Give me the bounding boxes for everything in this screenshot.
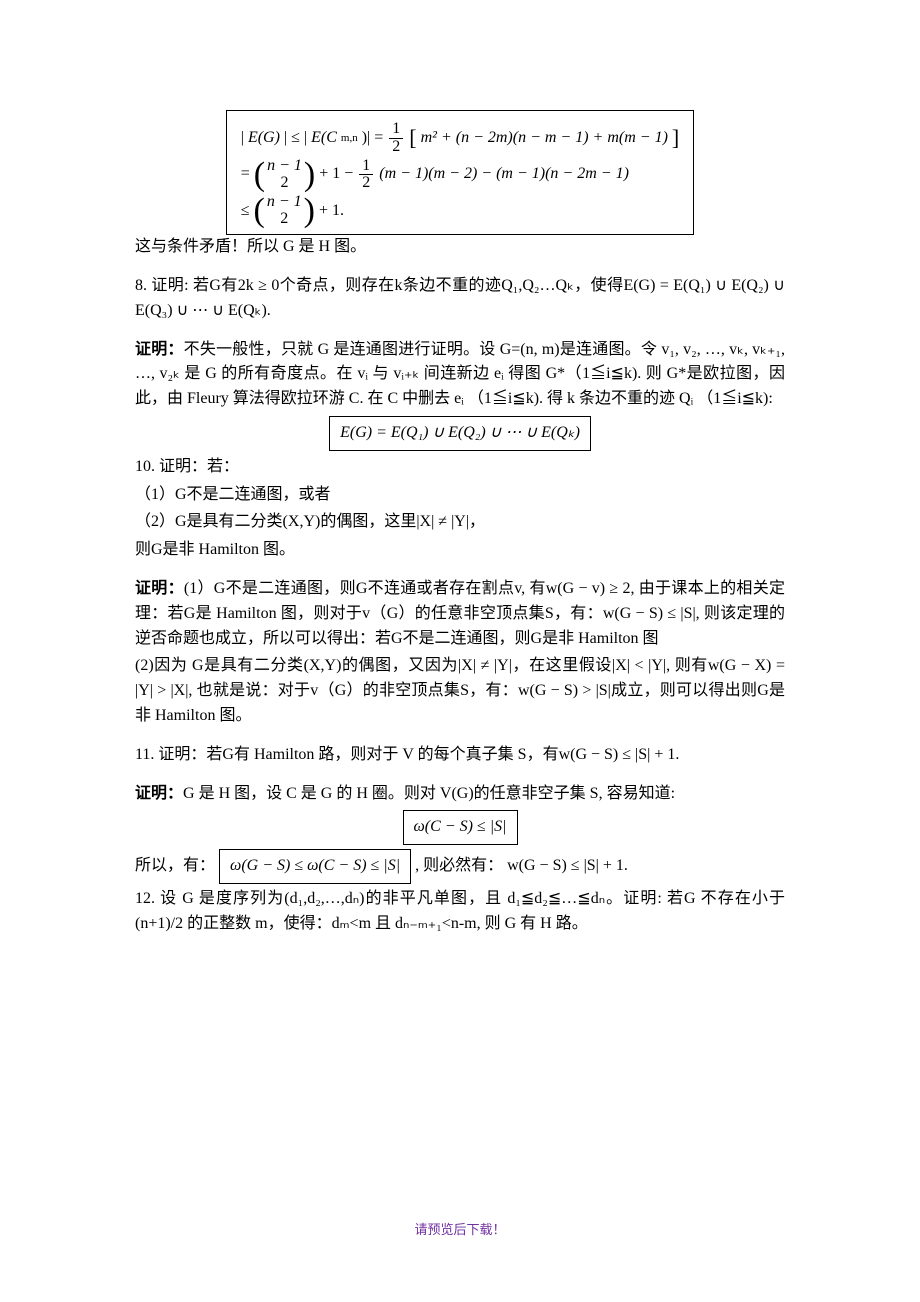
p11-formula2: ω(G − S) ≤ ω(C − S) ≤ |S| xyxy=(219,849,411,884)
bf-l1-ec-sub: m,n xyxy=(341,130,358,147)
p10-proof1: 证明：(1）G不是二连通图，则G不连通或者存在割点v, 有w(G − v) ≥ … xyxy=(135,577,785,651)
footer-note: 请预览后下载！ xyxy=(0,1220,920,1240)
p11-lead: 11. 证明：若G有 Hamilton 路，则对于 V 的每个真子集 S，有w(… xyxy=(135,743,785,768)
p8-formula: E(G) = E(Q₁) ∪ E(Q₂) ∪ ⋯ ∪ E(Qₖ) xyxy=(329,416,591,451)
big-formula-box: |E(G)| ≤ |E(Cm,n)| = 12 [ m² + (n − 2m)(… xyxy=(226,110,695,235)
p11-proof-post: 所以，有： ω(G − S) ≤ ω(C − S) ≤ |S| , 则必然有： … xyxy=(135,849,785,884)
bf-l1-ec: E(C xyxy=(311,126,337,151)
p10-l1: 10. 证明：若： xyxy=(135,455,785,480)
big-formula-wrap: |E(G)| ≤ |E(Cm,n)| = 12 [ m² + (n − 2m)(… xyxy=(135,110,785,235)
p8-lead: 8. 证明: 若G有2k ≥ 0个奇点，则存在k条边不重的迹Q₁,Q₂…Qₖ，使… xyxy=(135,274,785,324)
page-root: |E(G)| ≤ |E(Cm,n)| = 12 [ m² + (n − 2m)(… xyxy=(0,0,920,1302)
after-big-formula: 这与条件矛盾！所以 G 是 H 图。 xyxy=(135,235,785,260)
problem-10-proof: 证明：(1）G不是二连通图，则G不连通或者存在割点v, 有w(G − v) ≥ … xyxy=(135,577,785,729)
problem-11-proof: 证明：G 是 H 图，设 C 是 G 的 H 圈。则对 V(G)的任意非空子集 … xyxy=(135,782,785,884)
bf-l3-binom-bot: 2 xyxy=(280,211,288,228)
problem-10: 10. 证明：若： （1）G不是二连通图，或者 （2）G是具有二分类(X,Y)的… xyxy=(135,455,785,563)
p11-post-suf: , 则必然有： w(G − S) ≤ |S| + 1. xyxy=(415,854,628,879)
p10-l2: （1）G不是二连通图，或者 xyxy=(135,483,785,508)
bf-l3-binom-top: n − 1 xyxy=(267,194,302,211)
p11-proof-pre-body: G 是 H 图，设 C 是 G 的 H 圈。则对 V(G)的任意非空子集 S, … xyxy=(183,785,675,802)
bf-l1-eg: E(G) xyxy=(248,126,280,151)
p10-l3: （2）G是具有二分类(X,Y)的偶图，这里|X| ≠ |Y|， xyxy=(135,510,785,535)
bigformula-line1: |E(G)| ≤ |E(Cm,n)| = 12 [ m² + (n − 2m)(… xyxy=(241,121,680,156)
problem-11: 11. 证明：若G有 Hamilton 路，则对于 V 的每个真子集 S，有w(… xyxy=(135,743,785,768)
bigformula-line2: = ( n − 1 2 ) + 1 − 12 (m − 1)(m − 2) − … xyxy=(241,158,680,193)
p8-proof-body: 不失一般性，只就 G 是连通图进行证明。设 G=(n, m)是连通图。令 v₁,… xyxy=(135,341,785,408)
p11-post-pre: 所以，有： xyxy=(135,854,215,879)
p8-proof-text: 证明：不失一般性，只就 G 是连通图进行证明。设 G=(n, m)是连通图。令 … xyxy=(135,338,785,412)
problem-8-proof: 证明：不失一般性，只就 G 是连通图进行证明。设 G=(n, m)是连通图。令 … xyxy=(135,338,785,451)
bf-l2-rest: (m − 1)(m − 2) − (m − 1)(n − 2m − 1) xyxy=(379,162,629,187)
bf-l2-binom-top: n − 1 xyxy=(267,158,302,175)
p10-l4: 则G是非 Hamilton 图。 xyxy=(135,538,785,563)
p10-proof1-body: (1）G不是二连通图，则G不连通或者存在割点v, 有w(G − v) ≥ 2, … xyxy=(135,580,785,647)
bf-l1-rhs: m² + (n − 2m)(n − m − 1) + m(m − 1) xyxy=(421,126,668,151)
problem-12: 12. 设 G 是度序列为(d₁,d₂,…,dₙ)的非平凡单图，且 d₁≦d₂≦… xyxy=(135,887,785,937)
p10-proof2: (2)因为 G是具有二分类(X,Y)的偶图，又因为|X| ≠ |Y|，在这里假设… xyxy=(135,654,785,728)
p12-l1: 12. 设 G 是度序列为(d₁,d₂,…,dₙ)的非平凡单图，且 d₁≦d₂≦… xyxy=(135,887,785,937)
p11-proof-pre: 证明：G 是 H 图，设 C 是 G 的 H 圈。则对 V(G)的任意非空子集 … xyxy=(135,782,785,807)
bigformula-line3: ≤ ( n − 1 2 ) + 1. xyxy=(241,194,680,228)
problem-8: 8. 证明: 若G有2k ≥ 0个奇点，则存在k条边不重的迹Q₁,Q₂…Qₖ，使… xyxy=(135,274,785,324)
p11-formula1: ω(C − S) ≤ |S| xyxy=(403,810,518,845)
bf-l2-binom-bot: 2 xyxy=(280,175,288,192)
p11-formula1-wrap: ω(C − S) ≤ |S| xyxy=(135,810,785,845)
p8-formula-wrap: E(G) = E(Q₁) ∪ E(Q₂) ∪ ⋯ ∪ E(Qₖ) xyxy=(135,416,785,451)
